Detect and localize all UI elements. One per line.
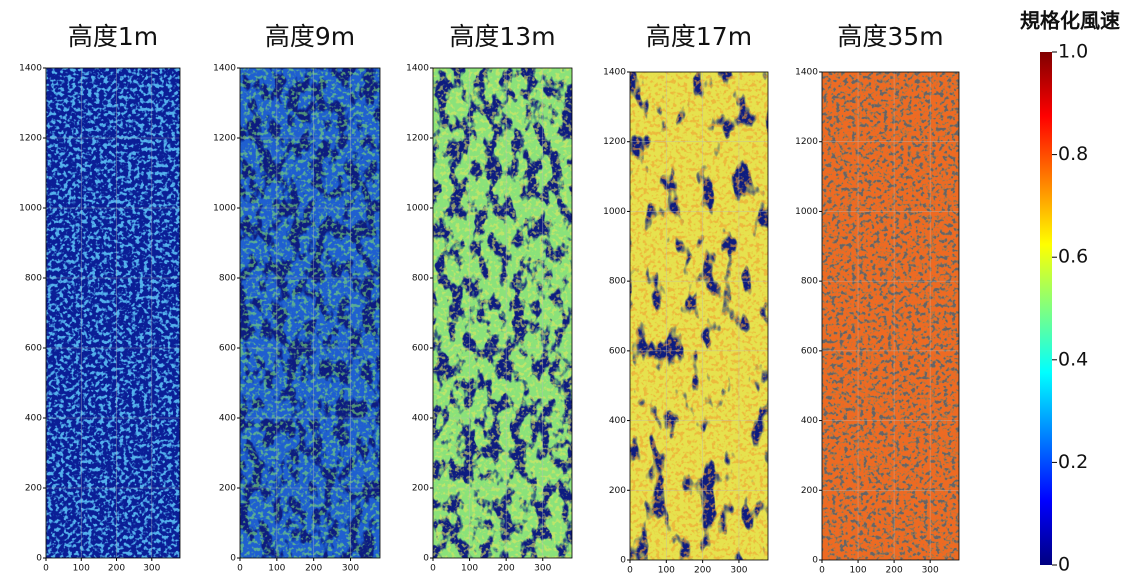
heatmap-texture xyxy=(433,68,572,558)
y-tick-label: 200 xyxy=(219,484,236,494)
y-tick-label: 1200 xyxy=(795,137,818,147)
panel: 高度13m 0 200 400 600 800 1000 1200 1400 0 100 200 300 xyxy=(406,22,573,574)
y-tick-label: 200 xyxy=(412,484,429,494)
colorbar-title: 規格化風速 xyxy=(1020,9,1120,33)
x-tick-label: 300 xyxy=(143,564,160,574)
y-tick-label: 0 xyxy=(36,554,42,564)
x-tick-label: 0 xyxy=(237,564,243,574)
y-tick-label: 1400 xyxy=(406,64,429,74)
x-tick-label: 300 xyxy=(922,566,939,574)
y-tick-label: 600 xyxy=(609,346,626,356)
y-tick-label: 600 xyxy=(25,344,42,354)
heatmap-texture xyxy=(46,68,180,558)
y-tick-label: 200 xyxy=(609,486,626,496)
y-tick-label: 600 xyxy=(801,346,818,356)
x-tick-label: 200 xyxy=(305,564,322,574)
x-tick-label: 300 xyxy=(730,566,747,574)
x-tick-label: 300 xyxy=(342,564,359,574)
colorbar xyxy=(1040,52,1052,565)
x-tick-label: 100 xyxy=(268,564,285,574)
y-tick-label: 800 xyxy=(801,277,818,287)
y-tick-label: 1200 xyxy=(603,137,626,147)
y-tick-label: 0 xyxy=(423,554,429,564)
colorbar-tick-label: 1.0 xyxy=(1058,41,1088,63)
y-tick-label: 600 xyxy=(219,344,236,354)
y-tick-label: 1200 xyxy=(19,134,42,144)
y-tick-label: 800 xyxy=(609,277,626,287)
x-tick-label: 0 xyxy=(43,564,49,574)
y-tick-label: 0 xyxy=(620,556,626,566)
y-tick-label: 400 xyxy=(609,416,626,426)
y-tick-label: 400 xyxy=(25,414,42,424)
x-tick-label: 300 xyxy=(534,564,551,574)
plot-frame xyxy=(239,67,381,559)
plot-frame xyxy=(45,67,181,559)
panel-title: 高度13m xyxy=(449,22,555,51)
y-tick-label: 1200 xyxy=(213,134,236,144)
y-tick-label: 1000 xyxy=(19,204,42,214)
colorbar-tick-label: 0.2 xyxy=(1058,451,1088,473)
y-tick-label: 400 xyxy=(412,414,429,424)
panel-title: 高度1m xyxy=(68,22,158,51)
y-tick-label: 400 xyxy=(219,414,236,424)
y-tick-label: 800 xyxy=(25,274,42,284)
panel: 高度35m 0 200 400 600 800 1000 1200 1400 0 100 200 300 xyxy=(795,22,960,574)
x-tick-label: 100 xyxy=(73,564,90,574)
colorbar-tick-label: 0 xyxy=(1058,554,1070,574)
panel-title: 高度9m xyxy=(265,22,355,51)
y-tick-label: 1000 xyxy=(406,204,429,214)
x-tick-label: 0 xyxy=(430,564,436,574)
colorbar-tick-label: 0.8 xyxy=(1058,143,1088,165)
colorbar-tick-label: 0.4 xyxy=(1058,348,1088,370)
plot-frame xyxy=(821,71,960,561)
x-tick-label: 200 xyxy=(108,564,125,574)
y-tick-label: 1400 xyxy=(795,68,818,78)
y-tick-label: 0 xyxy=(812,556,818,566)
plot-frame xyxy=(432,67,573,559)
x-tick-label: 100 xyxy=(461,564,478,574)
panel-title: 高度17m xyxy=(646,22,752,51)
panel: 高度9m 0 200 400 600 800 1000 1200 1400 0 100 200 300 xyxy=(213,22,381,574)
heatmap-texture xyxy=(630,72,768,560)
y-tick-label: 1400 xyxy=(19,64,42,74)
x-tick-label: 200 xyxy=(886,566,903,574)
y-tick-label: 400 xyxy=(801,416,818,426)
panel: 高度1m 0 200 400 600 800 1000 1200 1400 0 100 200 300 xyxy=(19,22,181,574)
panel-title: 高度35m xyxy=(837,22,943,51)
plot-frame xyxy=(629,71,769,561)
panel: 高度17m 0 200 400 600 800 1000 1200 1400 0 100 200 300 xyxy=(603,22,769,574)
heatmap-texture xyxy=(240,68,380,558)
y-tick-label: 600 xyxy=(412,344,429,354)
x-tick-label: 100 xyxy=(658,566,675,574)
y-tick-label: 0 xyxy=(230,554,236,564)
y-tick-label: 1000 xyxy=(603,207,626,217)
x-tick-label: 100 xyxy=(849,566,866,574)
y-tick-label: 1000 xyxy=(213,204,236,214)
heatmap-texture xyxy=(822,72,959,560)
x-tick-label: 200 xyxy=(694,566,711,574)
y-tick-label: 1400 xyxy=(603,68,626,78)
colorbar-tick-label: 0.6 xyxy=(1058,246,1088,268)
x-tick-label: 0 xyxy=(819,566,825,574)
x-tick-label: 200 xyxy=(498,564,515,574)
y-tick-label: 1000 xyxy=(795,207,818,217)
y-tick-label: 800 xyxy=(219,274,236,284)
y-tick-label: 200 xyxy=(801,486,818,496)
x-tick-label: 0 xyxy=(627,566,633,574)
y-tick-label: 1400 xyxy=(213,64,236,74)
y-tick-label: 200 xyxy=(25,484,42,494)
y-tick-label: 1200 xyxy=(406,134,429,144)
y-tick-label: 800 xyxy=(412,274,429,284)
